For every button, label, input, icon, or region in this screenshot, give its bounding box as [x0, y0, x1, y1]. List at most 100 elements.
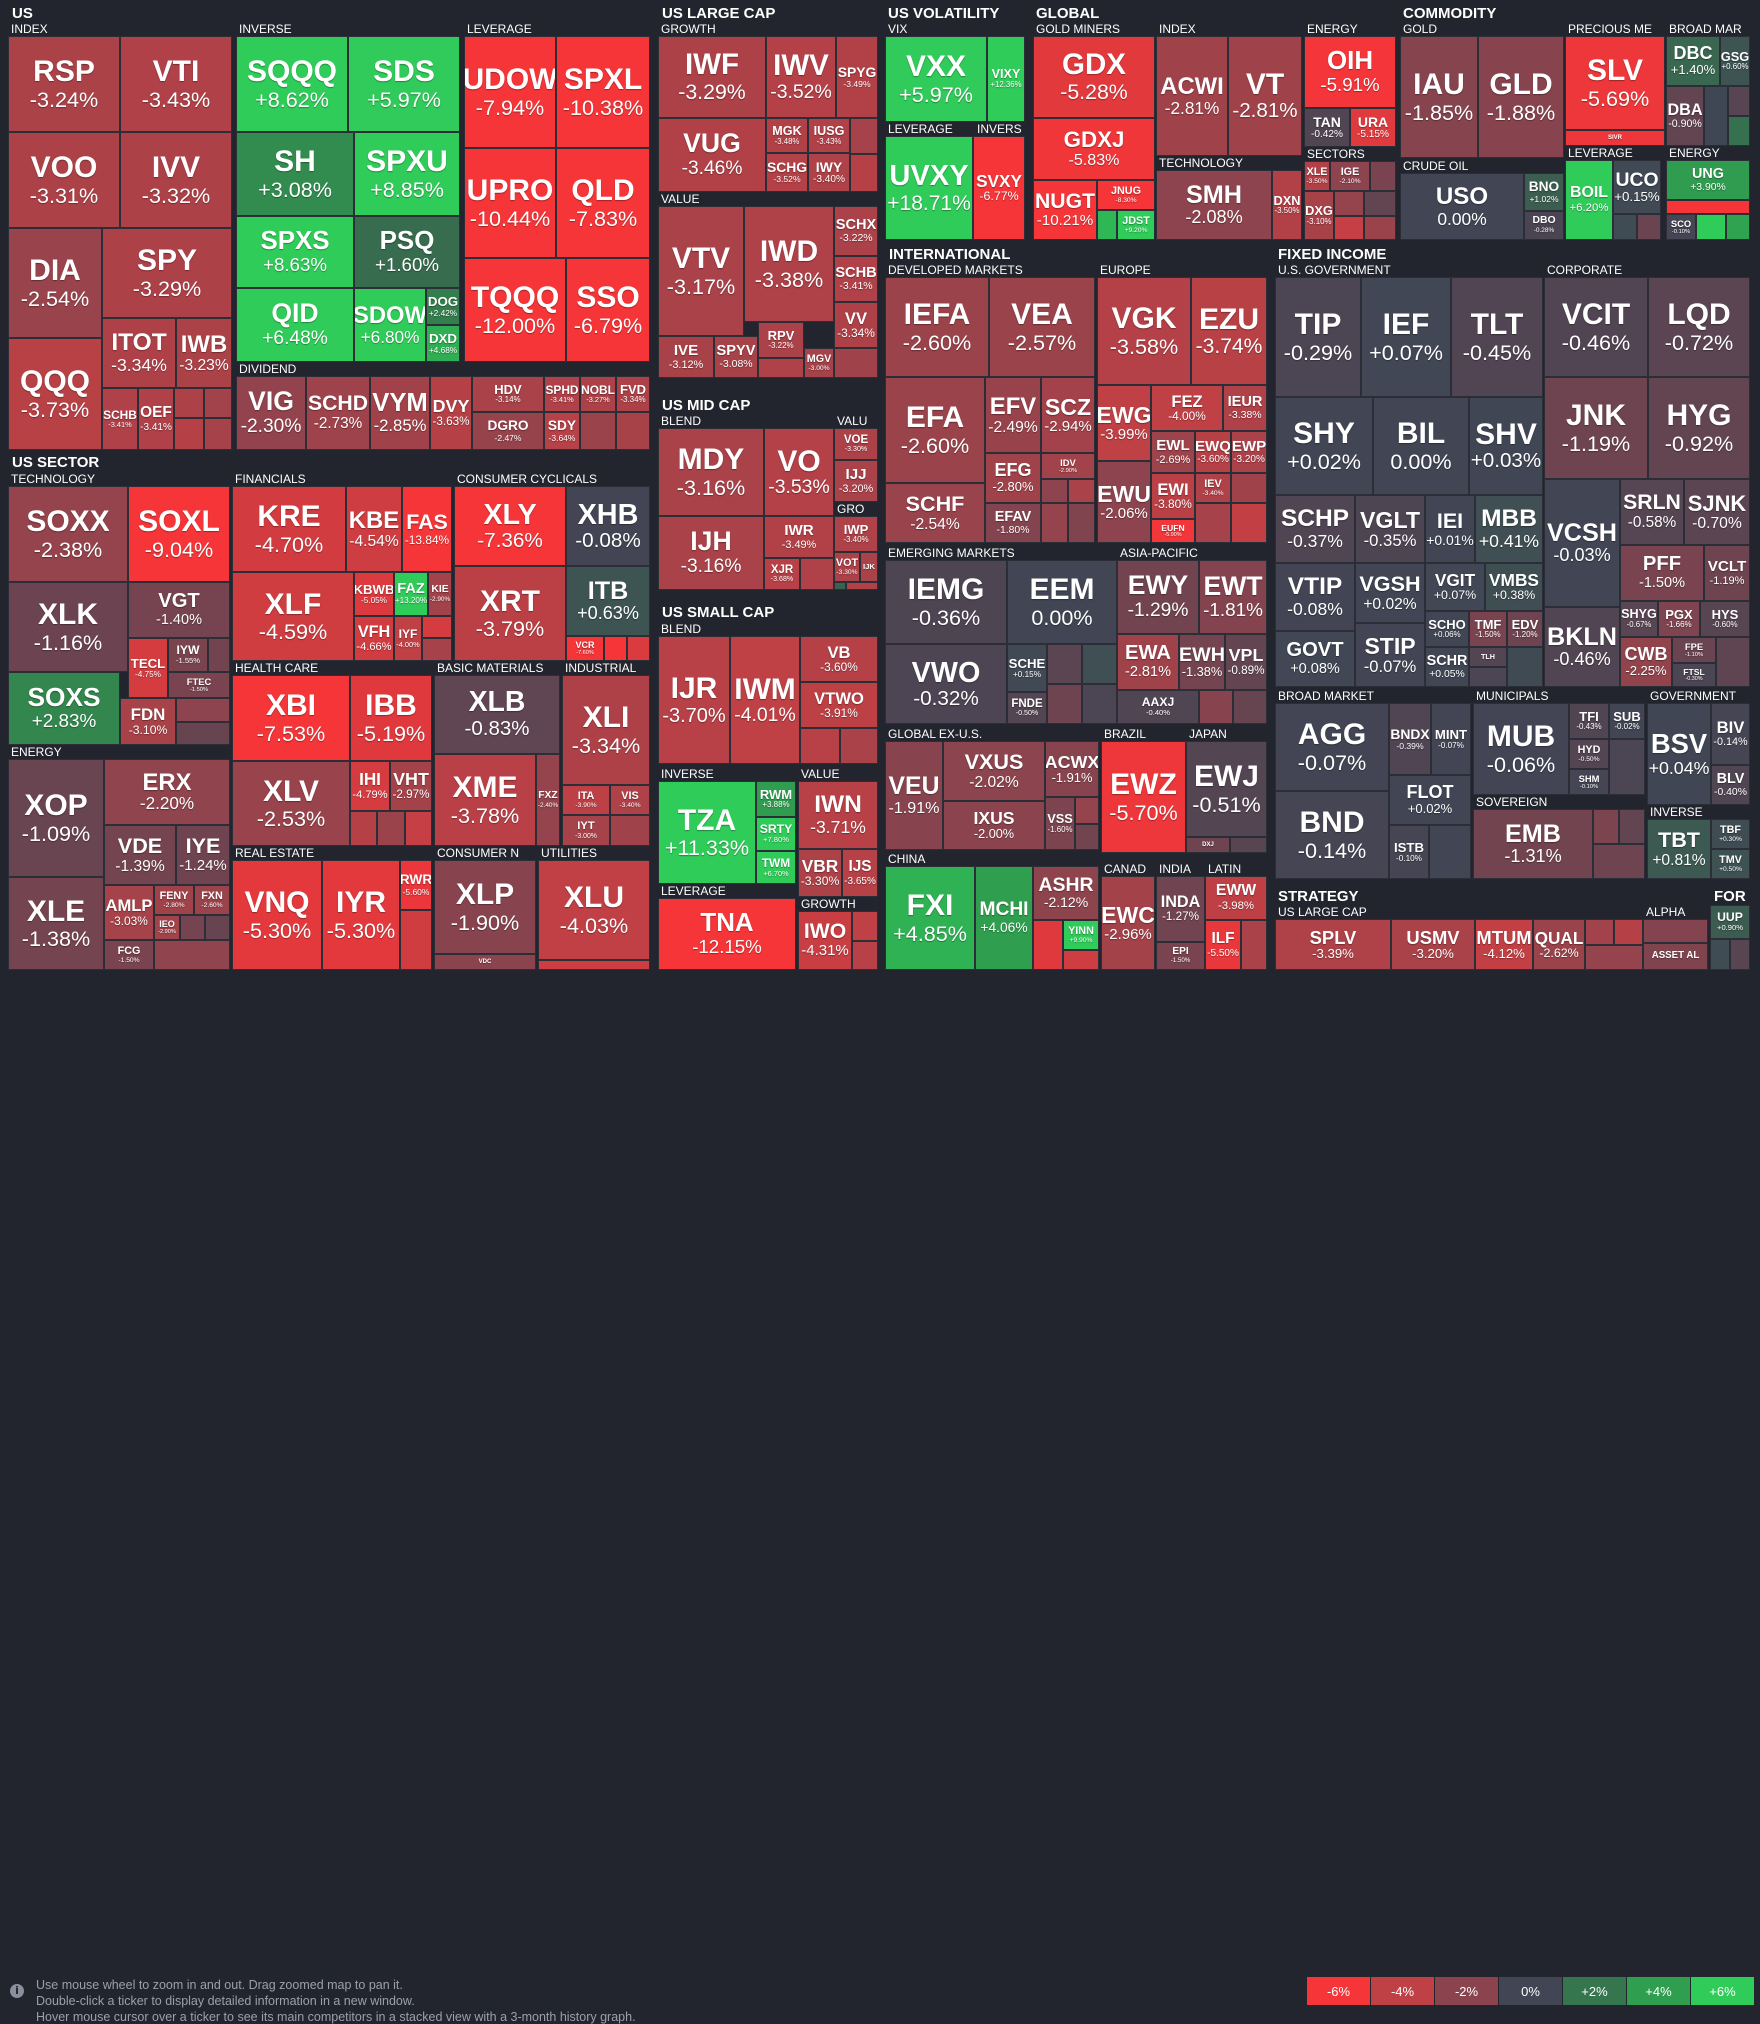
- ticker-tile-iyf[interactable]: IYF -4.00%: [394, 616, 422, 661]
- ticker-tile-kbe[interactable]: KBE -4.54%: [346, 486, 402, 572]
- ticker-tile-amlp[interactable]: AMLP -3.03%: [104, 885, 154, 940]
- ticker-tile-tna[interactable]: TNA -12.15%: [658, 898, 796, 970]
- ticker-tile-tbt[interactable]: TBT +0.81%: [1647, 819, 1711, 879]
- ticker-tile-spxu[interactable]: SPXU +8.85%: [354, 132, 460, 216]
- ticker-tile-iwp[interactable]: IWP -3.40%: [834, 516, 878, 552]
- ticker-tile[interactable]: [758, 358, 804, 378]
- ticker-tile-udow[interactable]: UDOW -7.94%: [464, 36, 556, 148]
- ticker-tile-xhb[interactable]: XHB -0.08%: [566, 486, 650, 566]
- ticker-tile-shy[interactable]: SHY +0.02%: [1275, 397, 1373, 495]
- ticker-tile[interactable]: [208, 638, 230, 672]
- ticker-tile-iefa[interactable]: IEFA -2.60%: [885, 277, 989, 377]
- ticker-tile-kbwb[interactable]: KBWB -5.05%: [354, 572, 394, 616]
- ticker-tile-spxs[interactable]: SPXS +8.63%: [236, 216, 354, 288]
- ticker-tile-ilf[interactable]: ILF -5.50%: [1205, 920, 1241, 970]
- ticker-tile-xlv[interactable]: XLV -2.53%: [232, 761, 350, 846]
- ticker-tile-vtv[interactable]: VTV -3.17%: [658, 206, 744, 336]
- ticker-tile-jnug[interactable]: JNUG -8.30%: [1097, 180, 1155, 210]
- ticker-tile-tmv[interactable]: TMV +0.50%: [1711, 849, 1750, 879]
- ticker-tile[interactable]: [1728, 116, 1750, 146]
- ticker-tile-gld[interactable]: GLD -1.88%: [1478, 36, 1564, 158]
- ticker-tile-twm[interactable]: TWM +6.70%: [756, 851, 796, 884]
- ticker-tile-vcit[interactable]: VCIT -0.46%: [1544, 277, 1648, 377]
- ticker-tile[interactable]: [1233, 690, 1267, 724]
- ticker-tile-sqqq[interactable]: SQQQ +8.62%: [236, 36, 348, 132]
- ticker-tile-tfi[interactable]: TFI -0.43%: [1569, 703, 1609, 739]
- ticker-tile-soxs[interactable]: SOXS +2.83%: [8, 672, 120, 745]
- ticker-tile-ihi[interactable]: IHI -4.79%: [350, 761, 390, 811]
- ticker-tile-svxy[interactable]: SVXY -6.77%: [973, 136, 1025, 240]
- ticker-tile-ijk[interactable]: IJK: [860, 552, 878, 582]
- ticker-tile-xop[interactable]: XOP -1.09%: [8, 759, 104, 877]
- ticker-tile[interactable]: [350, 811, 377, 846]
- ticker-tile-edv[interactable]: EDV -1.20%: [1507, 611, 1543, 647]
- ticker-tile-tecl[interactable]: TECL -4.75%: [128, 638, 168, 698]
- ticker-tile-psq[interactable]: PSQ +1.60%: [354, 216, 460, 288]
- ticker-tile[interactable]: [538, 960, 650, 970]
- ticker-tile-uso[interactable]: USO 0.00%: [1400, 173, 1524, 240]
- ticker-tile-nugt[interactable]: NUGT -10.21%: [1033, 180, 1097, 240]
- ticker-tile-voe[interactable]: VOE -3.30%: [834, 428, 878, 460]
- ticker-tile-vb[interactable]: VB -3.60%: [800, 636, 878, 682]
- ticker-tile-veu[interactable]: VEU -1.91%: [885, 741, 943, 850]
- ticker-tile-stip[interactable]: STIP -0.07%: [1355, 623, 1425, 687]
- ticker-tile[interactable]: [422, 638, 452, 661]
- ticker-tile-bil[interactable]: BIL 0.00%: [1373, 397, 1469, 495]
- ticker-tile-bkln[interactable]: BKLN -0.46%: [1544, 607, 1620, 687]
- ticker-tile[interactable]: [205, 915, 230, 940]
- ticker-tile-gsg[interactable]: GSG +0.60%: [1720, 36, 1750, 86]
- ticker-tile-schb[interactable]: SCHB -3.41%: [102, 388, 138, 450]
- ticker-tile[interactable]: [1666, 200, 1750, 214]
- ticker-tile-ewp[interactable]: EWP -3.20%: [1231, 431, 1267, 473]
- ticker-tile-dba[interactable]: DBA -0.90%: [1666, 86, 1704, 146]
- ticker-tile-xly[interactable]: XLY -7.36%: [454, 486, 566, 566]
- ticker-tile-efav[interactable]: EFAV -1.80%: [985, 503, 1041, 543]
- ticker-tile-eww[interactable]: EWW -3.98%: [1205, 876, 1267, 920]
- ticker-tile[interactable]: [616, 412, 650, 450]
- ticker-tile-tan[interactable]: TAN -0.42%: [1304, 108, 1350, 147]
- ticker-tile[interactable]: [154, 940, 230, 970]
- ticker-tile-emb[interactable]: EMB -1.31%: [1473, 809, 1593, 879]
- ticker-tile-ewu[interactable]: EWU -2.06%: [1097, 461, 1151, 543]
- ticker-tile-bndx[interactable]: BNDX -0.39%: [1389, 703, 1431, 775]
- ticker-tile-iye[interactable]: IYE -1.24%: [176, 825, 230, 885]
- ticker-tile-dxn[interactable]: DXN -3.50%: [1272, 170, 1302, 240]
- ticker-tile-boil[interactable]: BOIL +6.20%: [1565, 160, 1613, 240]
- ticker-tile-ieur[interactable]: IEUR -3.38%: [1223, 385, 1267, 431]
- ticker-tile-qld[interactable]: QLD -7.83%: [556, 148, 650, 258]
- ticker-tile-pgx[interactable]: PGX -1.66%: [1658, 601, 1700, 637]
- ticker-tile-qid[interactable]: QID +6.48%: [236, 288, 354, 362]
- ticker-tile[interactable]: [627, 636, 650, 661]
- ticker-tile-eem[interactable]: EEM 0.00%: [1007, 560, 1117, 644]
- ticker-tile-acwx[interactable]: ACWX -1.91%: [1045, 741, 1099, 797]
- ticker-tile-ijh[interactable]: IJH -3.16%: [658, 516, 764, 590]
- ticker-tile-vgsh[interactable]: VGSH +0.02%: [1355, 563, 1425, 623]
- ticker-tile[interactable]: [1370, 161, 1396, 191]
- ticker-tile[interactable]: [1637, 214, 1661, 240]
- ticker-tile-hys[interactable]: HYS -0.60%: [1700, 601, 1750, 637]
- ticker-tile-rsp[interactable]: RSP -3.24%: [8, 36, 120, 132]
- ticker-tile-schb[interactable]: SCHB -3.41%: [834, 256, 878, 302]
- ticker-tile-scho[interactable]: SCHO +0.06%: [1425, 611, 1469, 647]
- ticker-tile-vtip[interactable]: VTIP -0.08%: [1275, 563, 1355, 631]
- ticker-tile-fdn[interactable]: FDN -3.10%: [120, 698, 176, 745]
- ticker-tile-dxd[interactable]: DXD +4.68%: [426, 325, 460, 362]
- ticker-tile-xli[interactable]: XLI -3.34%: [562, 675, 650, 785]
- ticker-tile-sdow[interactable]: SDOW +6.80%: [354, 288, 426, 362]
- ticker-tile-yinn[interactable]: YINN +9.90%: [1063, 920, 1099, 950]
- ticker-tile-kie[interactable]: KIE -2.90%: [428, 572, 452, 616]
- ticker-tile-sco[interactable]: SCO -0.10%: [1666, 214, 1696, 240]
- ticker-tile-ijs[interactable]: IJS -3.65%: [842, 849, 878, 897]
- ticker-tile-nobl[interactable]: NOBL -3.27%: [580, 376, 616, 412]
- ticker-tile-uup[interactable]: UUP +0.90%: [1710, 905, 1750, 939]
- ticker-tile-mgk[interactable]: MGK -3.48%: [766, 118, 808, 153]
- ticker-tile-flot[interactable]: FLOT +0.02%: [1389, 775, 1471, 825]
- ticker-tile-schx[interactable]: SCHX -3.22%: [834, 206, 878, 256]
- ticker-tile-upro[interactable]: UPRO -10.44%: [464, 148, 556, 258]
- ticker-tile-tza[interactable]: TZA +11.33%: [658, 781, 756, 884]
- ticker-tile-vea[interactable]: VEA -2.57%: [989, 277, 1095, 377]
- ticker-tile[interactable]: [1364, 216, 1396, 240]
- ticker-tile-gdxj[interactable]: GDXJ -5.83%: [1033, 118, 1155, 180]
- ticker-tile[interactable]: [1075, 797, 1099, 824]
- ticker-tile-vot[interactable]: VOT -3.30%: [834, 552, 860, 582]
